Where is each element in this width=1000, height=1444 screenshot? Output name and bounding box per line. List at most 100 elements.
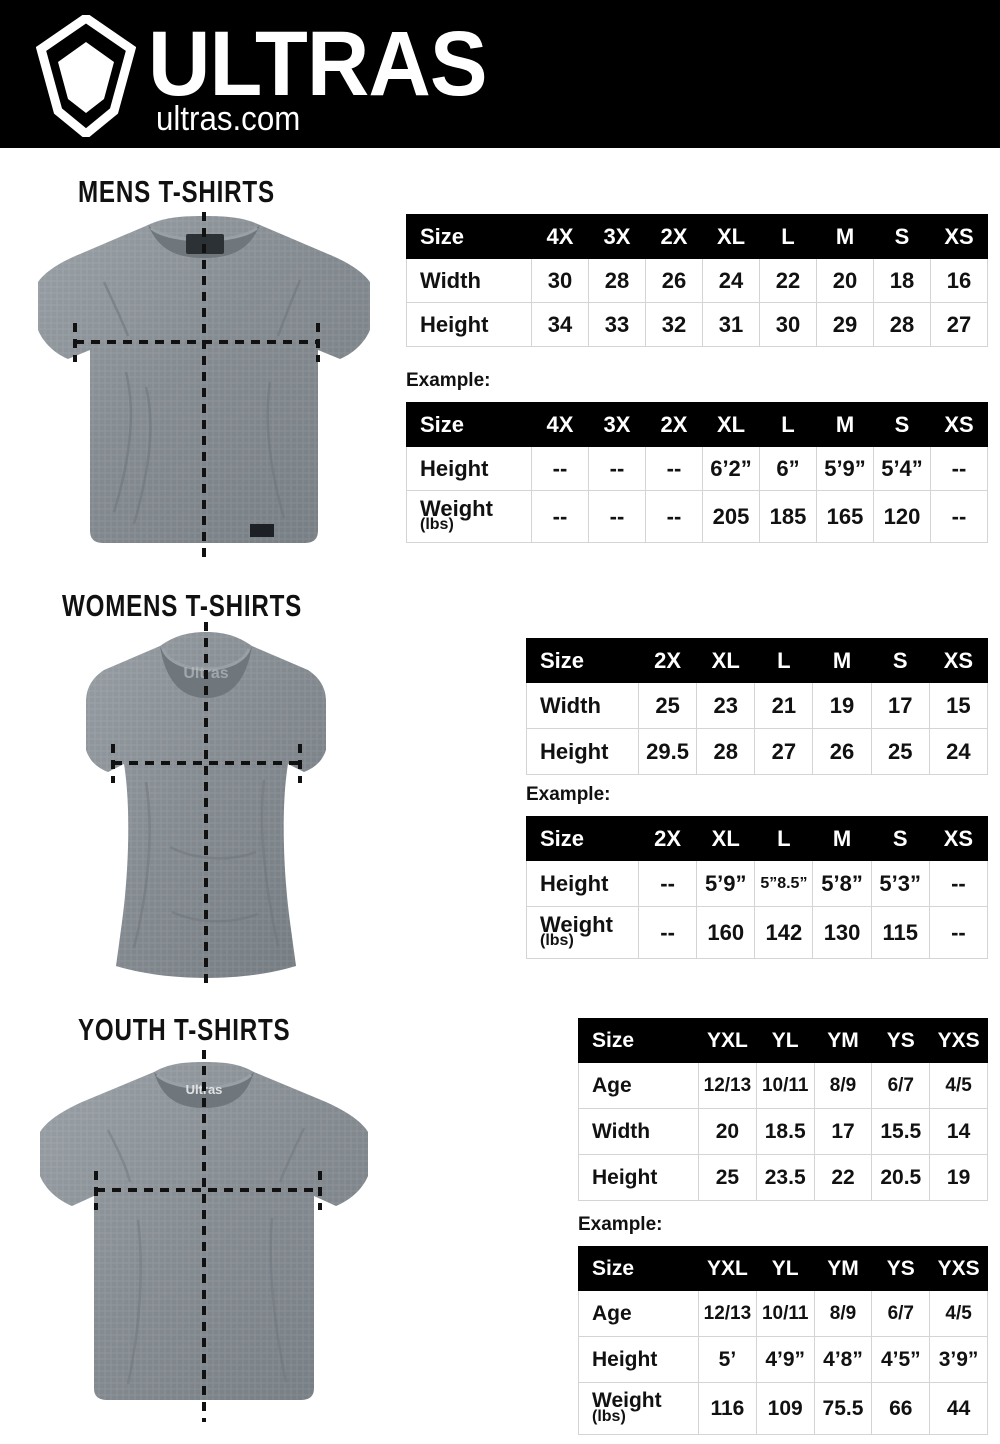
cell: --: [645, 446, 703, 491]
row-label-height: Height: [526, 860, 639, 907]
cell: --: [645, 490, 703, 543]
col-s: S: [873, 214, 931, 259]
cell: 142: [754, 906, 814, 959]
cell: 25: [637, 682, 698, 729]
col-3x: 3X: [588, 402, 646, 447]
row-label-height: Height: [578, 1336, 699, 1383]
table-header-row: Size YXL YL YM YS YXS: [578, 1246, 988, 1291]
col-l: L: [754, 638, 814, 683]
womens-measurement-table: Size 2X XL L M S XS Width 25 23 21 19 17…: [526, 638, 989, 775]
cell: 15: [928, 682, 989, 729]
cell: 4/5: [929, 1062, 988, 1109]
weight-label: Weight: [592, 1389, 662, 1412]
cell: 6/7: [871, 1290, 931, 1337]
brand-wordmark: ULTRAS: [148, 13, 488, 115]
cell: 23.5: [755, 1154, 815, 1201]
cell: 20.5: [871, 1154, 931, 1201]
col-size: Size: [406, 402, 532, 447]
cell: 26: [645, 258, 703, 303]
cell: 5”8.5”: [754, 860, 814, 907]
cell: 29: [816, 302, 874, 347]
row-label-height: Height: [406, 302, 532, 347]
table-header-row: Size YXL YL YM YS YXS: [578, 1018, 988, 1063]
weight-unit: (lbs): [420, 516, 454, 533]
cell: 6”: [759, 446, 817, 491]
table-header-row: Size 4X 3X 2X XL L M S XS: [406, 214, 988, 259]
cell: 109: [755, 1382, 815, 1435]
cell: --: [928, 906, 989, 959]
row-label-width: Width: [526, 682, 639, 729]
cell: --: [637, 860, 698, 907]
cell: --: [588, 490, 646, 543]
table-row: Width 20 18.5 17 15.5 14: [578, 1108, 988, 1155]
col-m: M: [816, 214, 874, 259]
row-label-weight: Weight (lbs): [526, 906, 639, 959]
cell: 120: [873, 490, 931, 543]
cell: 6’2”: [702, 446, 760, 491]
col-yl: YL: [755, 1246, 815, 1291]
col-size: Size: [526, 816, 639, 861]
col-xs: XS: [928, 638, 989, 683]
col-2x: 2X: [645, 214, 703, 259]
cell: 19: [812, 682, 872, 729]
cell: 6/7: [871, 1062, 931, 1109]
cell: 185: [759, 490, 817, 543]
col-xl: XL: [702, 214, 760, 259]
cell: --: [588, 446, 646, 491]
cell: 28: [873, 302, 931, 347]
col-s: S: [870, 638, 930, 683]
table-row: Weight (lbs) -- -- -- 205 185 165 120 --: [406, 490, 988, 543]
cell: --: [531, 446, 589, 491]
cell: 27: [930, 302, 988, 347]
cell: 44: [929, 1382, 988, 1435]
col-yxs: YXS: [929, 1018, 988, 1063]
section-title-youth: YOUTH T-SHIRTS: [78, 1012, 291, 1047]
table-row: Height 34 33 32 31 30 29 28 27: [406, 302, 988, 347]
cell: 20: [698, 1108, 757, 1155]
weight-label: Weight: [420, 496, 493, 521]
row-label-width: Width: [578, 1108, 699, 1155]
col-xl: XL: [696, 638, 756, 683]
col-size: Size: [526, 638, 639, 683]
cell: 10/11: [755, 1062, 815, 1109]
cell: 20: [816, 258, 874, 303]
cell: 5’4”: [873, 446, 931, 491]
cell: 5’9”: [816, 446, 874, 491]
youth-tshirt-illustration: Ultras: [18, 1050, 390, 1422]
cell: 18.5: [755, 1108, 815, 1155]
mens-tshirt-illustration: [18, 212, 390, 557]
cell: 23: [696, 682, 756, 729]
cell: 4’5”: [871, 1336, 931, 1383]
cell: 18: [873, 258, 931, 303]
table-row: Height -- 5’9” 5”8.5” 5’8” 5’3” --: [526, 860, 989, 907]
womens-example-label: Example:: [526, 784, 611, 805]
cell: 4’9”: [755, 1336, 815, 1383]
col-s: S: [870, 816, 930, 861]
col-xl: XL: [702, 402, 760, 447]
table-row: Height 5’ 4’9” 4’8” 4’5” 3’9”: [578, 1336, 988, 1383]
col-xs: XS: [930, 402, 988, 447]
mens-measurement-table: Size 4X 3X 2X XL L M S XS Width 30 28 26…: [406, 214, 988, 347]
cell: 5’3”: [870, 860, 930, 907]
table-row: Weight (lbs) 116 109 75.5 66 44: [578, 1382, 988, 1435]
row-label-height: Height: [526, 728, 639, 775]
cell: 3’9”: [929, 1336, 988, 1383]
col-xl: XL: [696, 816, 756, 861]
col-yxl: YXL: [698, 1246, 757, 1291]
col-ym: YM: [813, 1246, 873, 1291]
col-size: Size: [578, 1246, 699, 1291]
table-row: Weight (lbs) -- 160 142 130 115 --: [526, 906, 989, 959]
row-label-height: Height: [578, 1154, 699, 1201]
cell: 66: [871, 1382, 931, 1435]
col-yl: YL: [755, 1018, 815, 1063]
brand-domain: ultras.com: [156, 100, 301, 138]
col-yxs: YXS: [929, 1246, 988, 1291]
cell: 28: [696, 728, 756, 775]
col-2x: 2X: [637, 816, 698, 861]
cell: 27: [754, 728, 814, 775]
table-header-row: Size 4X 3X 2X XL L M S XS: [406, 402, 988, 447]
table-row: Age 12/13 10/11 8/9 6/7 4/5: [578, 1290, 988, 1337]
col-l: L: [759, 214, 817, 259]
cell: 19: [929, 1154, 988, 1201]
weight-unit: (lbs): [540, 932, 574, 949]
